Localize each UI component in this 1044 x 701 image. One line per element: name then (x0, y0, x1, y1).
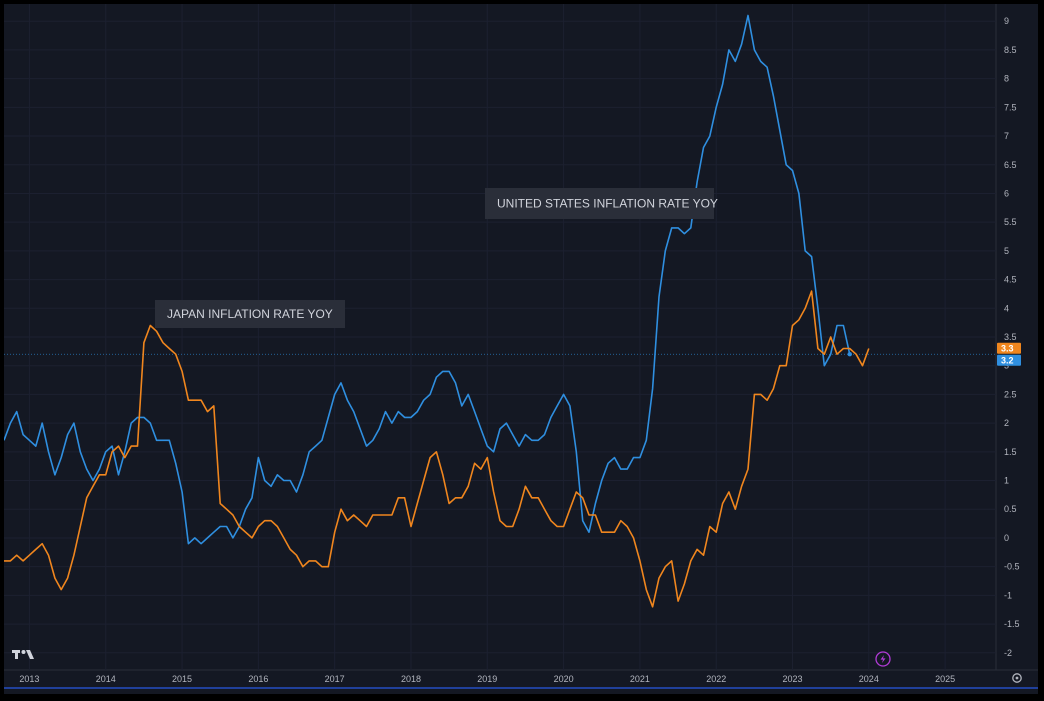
chart-canvas[interactable]: -2-1.5-1-0.500.511.522.533.544.555.566.5… (4, 4, 1038, 694)
chart-frame: -2-1.5-1-0.500.511.522.533.544.555.566.5… (4, 4, 1038, 694)
series-line-japan[interactable] (4, 290, 870, 608)
lightning-icon (880, 655, 886, 663)
x-tick-label: 2021 (630, 674, 650, 684)
x-tick-label: 2018 (401, 674, 421, 684)
y-tick-label: 3.5 (1004, 332, 1017, 342)
y-tick-label: 5.5 (1004, 217, 1017, 227)
y-tick-label: 8 (1004, 74, 1009, 84)
x-tick-label: 2017 (325, 674, 345, 684)
series-line-us[interactable] (4, 14, 851, 545)
x-tick-label: 2023 (782, 674, 802, 684)
y-tick-label: 7.5 (1004, 102, 1017, 112)
series-layer (4, 14, 870, 608)
y-tick-label: 0 (1004, 533, 1009, 543)
series-end-point (847, 352, 852, 357)
y-tick-label: 5 (1004, 246, 1009, 256)
annotation-text-us: UNITED STATES INFLATION RATE YOY (497, 197, 718, 211)
bottom-accent-line (4, 687, 1038, 689)
y-tick-label: 2 (1004, 418, 1009, 428)
x-tick-label: 2019 (477, 674, 497, 684)
y-tick-label: -0.5 (1004, 562, 1020, 572)
x-tick-label: 2014 (96, 674, 116, 684)
tradingview-logo-icon[interactable]: 17 (12, 650, 34, 659)
y-tick-label: 4 (1004, 303, 1009, 313)
annotations: UNITED STATES INFLATION RATE YOY JAPAN IN… (155, 188, 718, 328)
last-value-label-japan: 3.3 (1001, 343, 1014, 353)
last-value-tags: 3.33.2 (997, 342, 1021, 366)
x-tick-label: 2013 (19, 674, 39, 684)
y-tick-label: 0.5 (1004, 504, 1017, 514)
x-tick-label: 2022 (706, 674, 726, 684)
x-tick-label: 2024 (859, 674, 879, 684)
y-tick-label: 6.5 (1004, 160, 1017, 170)
settings-button[interactable] (1012, 673, 1022, 683)
y-tick-label: 1.5 (1004, 447, 1017, 457)
last-value-tag-us (997, 354, 1021, 366)
y-tick-label: 8.5 (1004, 45, 1017, 55)
y-tick-label: 9 (1004, 16, 1009, 26)
x-tick-label: 2016 (248, 674, 268, 684)
last-value-label-us: 3.2 (1001, 355, 1014, 365)
x-tick-label: 2025 (935, 674, 955, 684)
y-tick-label: -1 (1004, 590, 1012, 600)
gear-icon (1012, 673, 1022, 683)
y-tick-label: 1 (1004, 476, 1009, 486)
y-tick-label: 6 (1004, 188, 1009, 198)
y-tick-label: 2.5 (1004, 389, 1017, 399)
y-tick-label: -2 (1004, 648, 1012, 658)
annotation-box-us[interactable] (485, 188, 714, 219)
lightning-button[interactable] (875, 651, 891, 667)
y-axis[interactable]: -2-1.5-1-0.500.511.522.533.544.555.566.5… (1004, 16, 1020, 658)
annotation-box-japan[interactable] (155, 300, 345, 328)
x-tick-label: 2015 (172, 674, 192, 684)
y-tick-label: 7 (1004, 131, 1009, 141)
last-value-tag-japan (997, 342, 1021, 354)
annotation-text-japan: JAPAN INFLATION RATE YOY (167, 307, 333, 321)
y-tick-label: 4.5 (1004, 275, 1017, 285)
x-tick-label: 2020 (554, 674, 574, 684)
x-axis[interactable]: 2013 2014 2015 2016 2017 2018 2019 2020 2021 2022… (19, 674, 955, 684)
y-tick-label: -1.5 (1004, 619, 1020, 629)
